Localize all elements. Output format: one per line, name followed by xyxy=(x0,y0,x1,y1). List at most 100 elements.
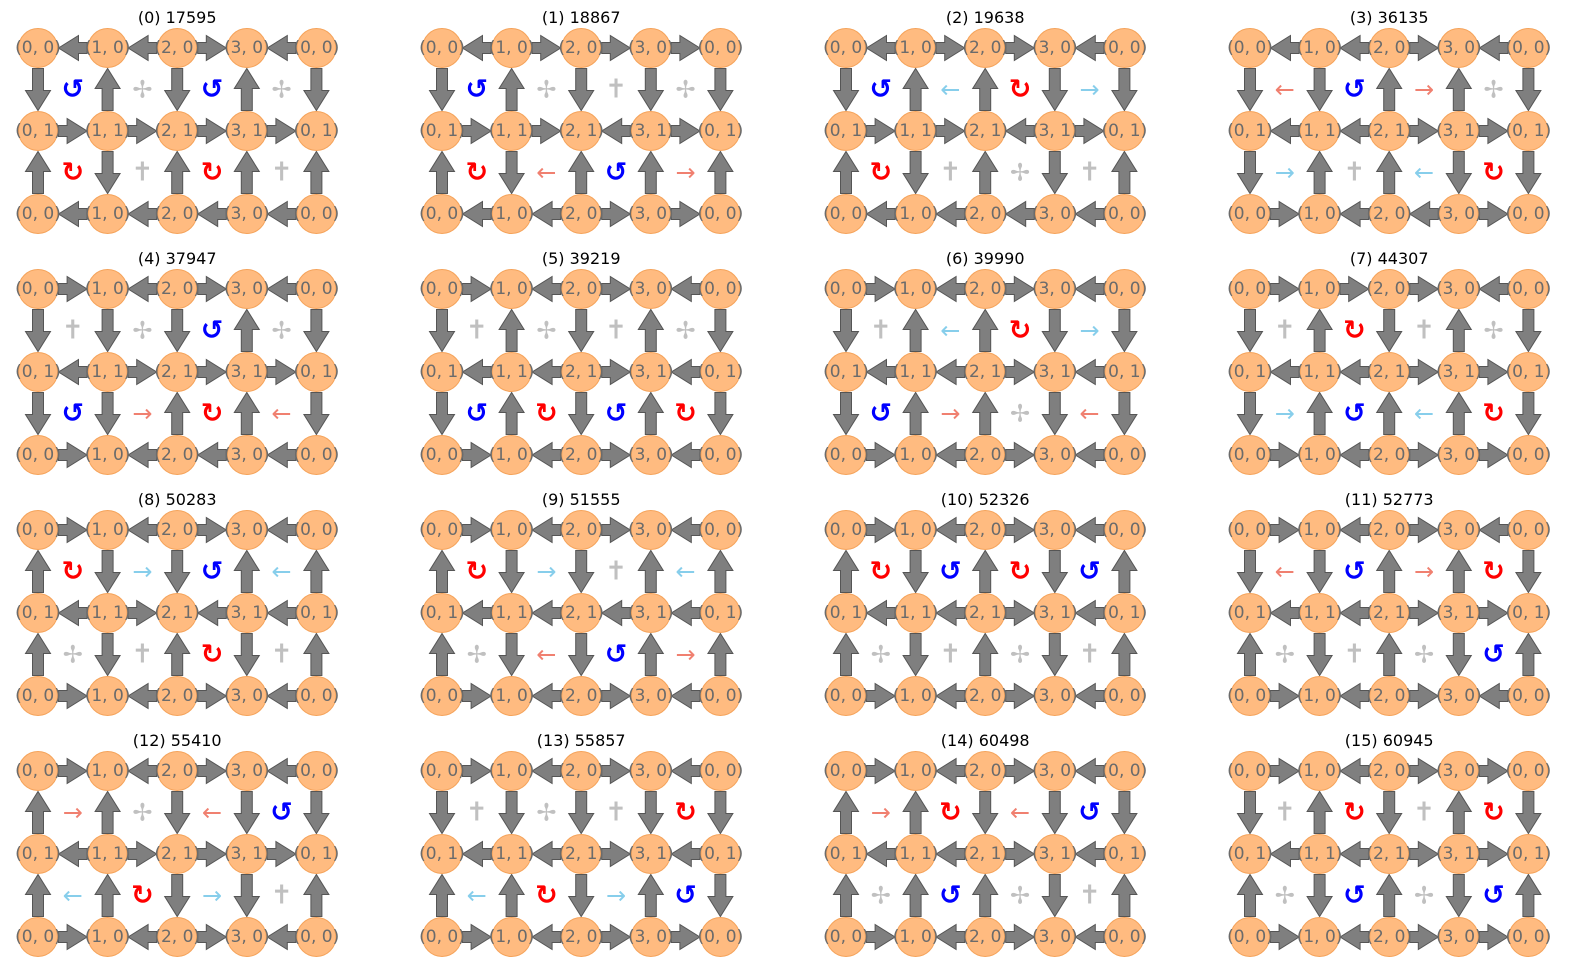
panel-title: (12) 55410 xyxy=(133,731,222,750)
node-label: (1, 0) xyxy=(893,204,939,224)
node-label: (2, 1) xyxy=(558,844,604,864)
edge-arrow-right xyxy=(935,34,966,62)
node-circle xyxy=(561,269,602,309)
edge-arrow-left xyxy=(266,34,297,62)
edge-arrow-down xyxy=(163,791,191,835)
node-circle xyxy=(1508,917,1549,957)
edge-arrow-right xyxy=(1270,682,1301,710)
node-label: (0, 0) xyxy=(15,445,61,465)
node-circle xyxy=(87,676,128,716)
node-label: (1, 0) xyxy=(1297,204,1343,224)
node-circle xyxy=(1299,435,1340,475)
node-label: (1, 0) xyxy=(489,38,535,58)
edge-arrow-right xyxy=(266,840,297,868)
node-circle xyxy=(1104,269,1145,309)
node-label: (0, 1) xyxy=(698,362,744,382)
node-circle xyxy=(18,269,58,309)
face-symbol-ccw: ↺ xyxy=(1482,880,1505,911)
edge-arrow-down xyxy=(428,309,456,353)
edge-arrow-up xyxy=(1236,632,1264,676)
edge-arrow-down xyxy=(1445,874,1473,918)
edge-arrow-left xyxy=(266,923,297,951)
node-label: (3, 1) xyxy=(224,362,270,382)
edge-arrow-up xyxy=(24,873,52,917)
node-label: (0, 0) xyxy=(419,279,465,299)
node-circle xyxy=(18,751,58,791)
node-label: (0, 0) xyxy=(419,686,465,706)
edge-arrow-up xyxy=(1306,790,1334,834)
node-label: (2, 0) xyxy=(154,686,200,706)
edge-arrow-down xyxy=(1445,633,1473,677)
node-label: (0, 0) xyxy=(1102,204,1148,224)
node-circle xyxy=(1230,352,1270,392)
face-symbol-cross-a: ✢ xyxy=(1010,159,1030,187)
node-label: (0, 0) xyxy=(698,445,744,465)
edge-arrow-up xyxy=(428,549,456,593)
node-circle xyxy=(1438,352,1479,392)
edge-arrow-up xyxy=(971,150,999,194)
node-circle xyxy=(630,593,671,633)
node-label: (3, 0) xyxy=(1436,204,1482,224)
node-label: (3, 0) xyxy=(628,204,674,224)
edge-arrow-right xyxy=(1339,275,1370,303)
edge-arrow-left xyxy=(1339,757,1370,785)
node-label: (0, 0) xyxy=(1227,279,1273,299)
edge-arrow-left xyxy=(57,34,88,62)
edge-arrow-left xyxy=(670,682,701,710)
panel-title: (9) 51555 xyxy=(542,490,621,509)
edge-arrow-left xyxy=(935,599,966,627)
node-label: (1, 0) xyxy=(85,686,131,706)
edge-arrow-down xyxy=(1375,309,1403,353)
node-circle xyxy=(157,917,198,957)
node-circle xyxy=(491,435,532,475)
face-symbol-ccw: ↺ xyxy=(1078,556,1101,587)
edge-arrow-right xyxy=(197,34,228,62)
node-label: (0, 0) xyxy=(698,38,744,58)
node-circle xyxy=(1438,751,1479,791)
node-circle xyxy=(1299,917,1340,957)
edge-arrow-up xyxy=(832,632,860,676)
face-symbol-pink-left: ← xyxy=(1275,558,1295,586)
node-circle xyxy=(965,593,1006,633)
edge-arrow-up xyxy=(971,632,999,676)
face-symbol-cw: ↻ xyxy=(1482,398,1505,429)
edge-arrow-left xyxy=(1478,516,1509,544)
node-circle xyxy=(1230,593,1270,633)
node-label: (0, 0) xyxy=(1227,38,1273,58)
node-circle xyxy=(561,751,602,791)
node-circle xyxy=(87,111,128,151)
edge-arrow-right xyxy=(935,117,966,145)
node-label: (2, 0) xyxy=(154,927,200,947)
edge-arrow-right xyxy=(197,682,228,710)
node-label: (0, 0) xyxy=(294,445,340,465)
edge-arrow-down xyxy=(94,392,122,436)
edge-arrow-left xyxy=(531,757,562,785)
edge-arrow-right xyxy=(1478,200,1509,228)
node-label: (0, 1) xyxy=(1227,121,1273,141)
edge-arrow-down xyxy=(1514,151,1542,195)
node-label: (1, 0) xyxy=(893,927,939,947)
face-symbol-cw: ↻ xyxy=(201,398,224,429)
node-circle xyxy=(87,510,128,550)
node-label: (2, 0) xyxy=(1366,686,1412,706)
edge-arrow-down xyxy=(163,68,191,112)
edge-arrow-left xyxy=(531,200,562,228)
edge-arrow-right xyxy=(601,516,632,544)
node-circle xyxy=(1438,28,1479,68)
node-label: (0, 0) xyxy=(1102,279,1148,299)
node-label: (3, 1) xyxy=(1032,121,1078,141)
node-circle xyxy=(1299,834,1340,874)
edge-arrow-right xyxy=(1005,682,1036,710)
edge-arrow-left xyxy=(935,275,966,303)
edge-arrow-down xyxy=(24,392,52,436)
node-circle xyxy=(1230,28,1270,68)
node-circle xyxy=(18,510,58,550)
edge-arrow-right xyxy=(1005,840,1036,868)
edge-arrow-right xyxy=(1005,599,1036,627)
edge-arrow-up xyxy=(94,873,122,917)
node-circle xyxy=(630,269,671,309)
node-circle xyxy=(561,352,602,392)
edge-arrow-down xyxy=(1306,68,1334,112)
edge-arrow-down xyxy=(832,392,860,436)
edge-arrow-right xyxy=(1270,757,1301,785)
